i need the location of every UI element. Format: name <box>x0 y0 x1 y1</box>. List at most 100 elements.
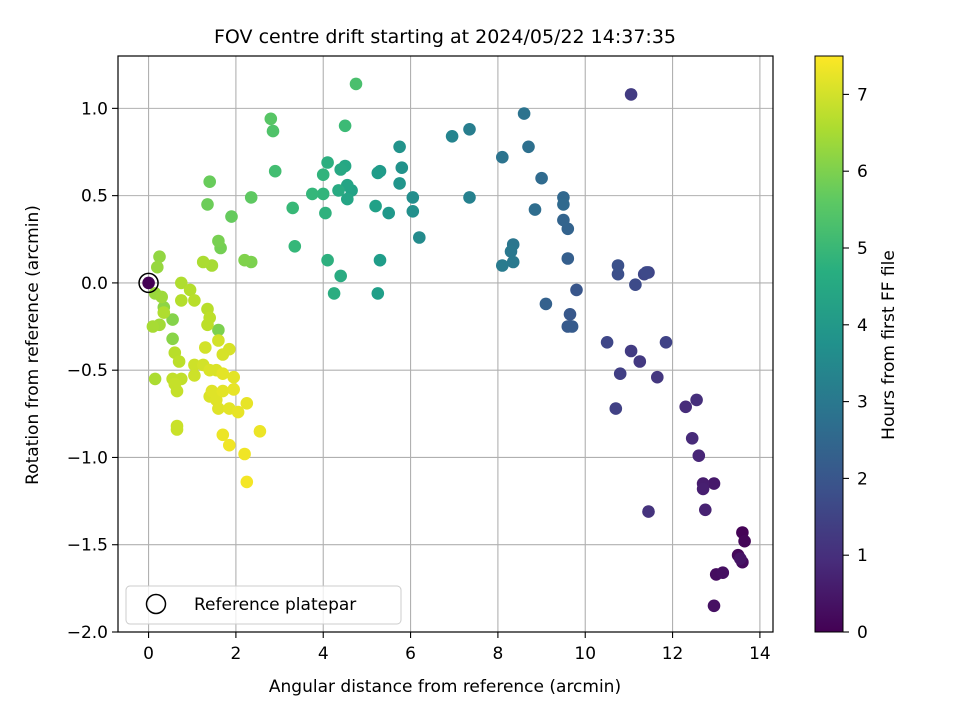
data-point <box>203 311 216 325</box>
data-point <box>170 384 184 398</box>
y-axis-ticks: −2.0 −1.5 −1.0 −0.5 0.0 0.5 1.0 <box>67 99 118 643</box>
reference-platepar-marker <box>138 272 159 294</box>
data-point <box>640 266 653 279</box>
legend-label: Reference platepar <box>194 595 356 615</box>
data-point <box>570 283 583 297</box>
data-point <box>341 192 354 206</box>
colorbar-tick-label: 7 <box>857 85 868 105</box>
data-point <box>504 245 518 258</box>
colorbar-tick-label: 0 <box>857 623 868 643</box>
data-point <box>286 201 300 215</box>
legend-box <box>125 585 402 625</box>
data-point <box>223 438 236 452</box>
data-point <box>216 428 230 442</box>
legend: Reference platepar <box>125 585 402 625</box>
data-point <box>212 234 225 248</box>
colorbar-tick-label: 4 <box>857 316 868 336</box>
data-point <box>188 369 201 382</box>
data-point <box>716 566 730 579</box>
x-tick-label: 14 <box>749 644 771 664</box>
data-point <box>557 213 570 227</box>
y-tick-label: −0.5 <box>67 361 108 381</box>
data-point <box>624 88 638 101</box>
data-point <box>146 320 160 333</box>
data-point <box>148 372 162 386</box>
y-tick-label: −1.5 <box>67 536 108 556</box>
y-tick-label: −1.0 <box>67 448 108 468</box>
colorbar-tick-label: 5 <box>857 239 868 259</box>
data-point <box>395 161 409 174</box>
data-point <box>266 124 280 138</box>
data-point <box>288 240 302 253</box>
data-point <box>369 199 382 213</box>
data-point <box>238 447 251 461</box>
data-point <box>611 267 625 281</box>
data-point <box>188 358 201 372</box>
data-point <box>692 449 706 463</box>
data-point <box>600 336 614 349</box>
data-point <box>629 278 642 292</box>
colorbar-ticks: 0 1 2 3 4 5 6 7 <box>843 85 868 643</box>
data-point <box>633 355 647 368</box>
data-point <box>659 336 673 349</box>
data-point <box>506 255 520 269</box>
data-point <box>321 253 334 267</box>
x-tick-label: 12 <box>662 644 684 664</box>
data-point <box>613 367 627 381</box>
data-point <box>334 269 348 283</box>
data-point <box>690 393 703 407</box>
data-point <box>268 164 282 178</box>
data-point <box>413 231 426 244</box>
data-point <box>496 259 509 272</box>
data-point <box>231 405 245 419</box>
data-point <box>153 250 166 263</box>
data-point <box>238 253 251 267</box>
data-point <box>382 206 396 220</box>
data-point <box>496 150 509 164</box>
colorbar-tick-label: 3 <box>857 393 868 413</box>
data-point <box>225 210 238 223</box>
data-point <box>196 255 210 269</box>
plot-frame <box>117 55 774 633</box>
data-point <box>707 477 721 490</box>
data-point <box>240 397 254 410</box>
data-point <box>175 294 188 307</box>
colorbar-frame <box>814 55 844 633</box>
chart-title: FOV centre drift starting at 2024/05/22 … <box>214 26 676 48</box>
data-point <box>445 130 459 143</box>
data-point <box>183 283 197 297</box>
data-point <box>406 205 420 218</box>
data-point <box>611 259 625 272</box>
data-point <box>699 503 712 517</box>
legend-marker <box>145 593 167 615</box>
colorbar-tick-label: 2 <box>857 469 868 489</box>
data-point <box>609 402 623 415</box>
colorbar-tick-label: 1 <box>857 546 868 566</box>
data-point <box>316 187 330 201</box>
y-tick-label: 0.0 <box>81 274 108 294</box>
data-point <box>522 140 535 154</box>
data-point <box>535 171 548 185</box>
data-point <box>151 260 164 274</box>
data-point <box>216 384 230 398</box>
data-point <box>373 253 387 267</box>
x-tick-label: 8 <box>492 644 503 664</box>
y-tick-label: −2.0 <box>67 623 108 643</box>
x-tick-label: 10 <box>574 644 596 664</box>
colorbar-label: Hours from first FF file <box>879 250 899 440</box>
data-point <box>406 191 420 204</box>
data-point <box>565 320 579 333</box>
data-point <box>319 206 332 220</box>
colorbar: 0 1 2 3 4 5 6 7 Hours from first FF file <box>814 55 899 643</box>
data-point <box>199 341 212 354</box>
x-axis-ticks: 0 2 4 6 8 10 12 14 <box>143 632 771 664</box>
data-point <box>175 276 188 290</box>
y-tick-label: 1.0 <box>81 99 108 119</box>
x-axis-label: Angular distance from reference (arcmin) <box>269 677 621 697</box>
data-point <box>707 599 721 613</box>
data-point <box>216 367 230 381</box>
data-point <box>338 119 352 133</box>
data-point <box>306 187 319 201</box>
data-point <box>227 370 240 384</box>
data-point <box>642 505 655 518</box>
